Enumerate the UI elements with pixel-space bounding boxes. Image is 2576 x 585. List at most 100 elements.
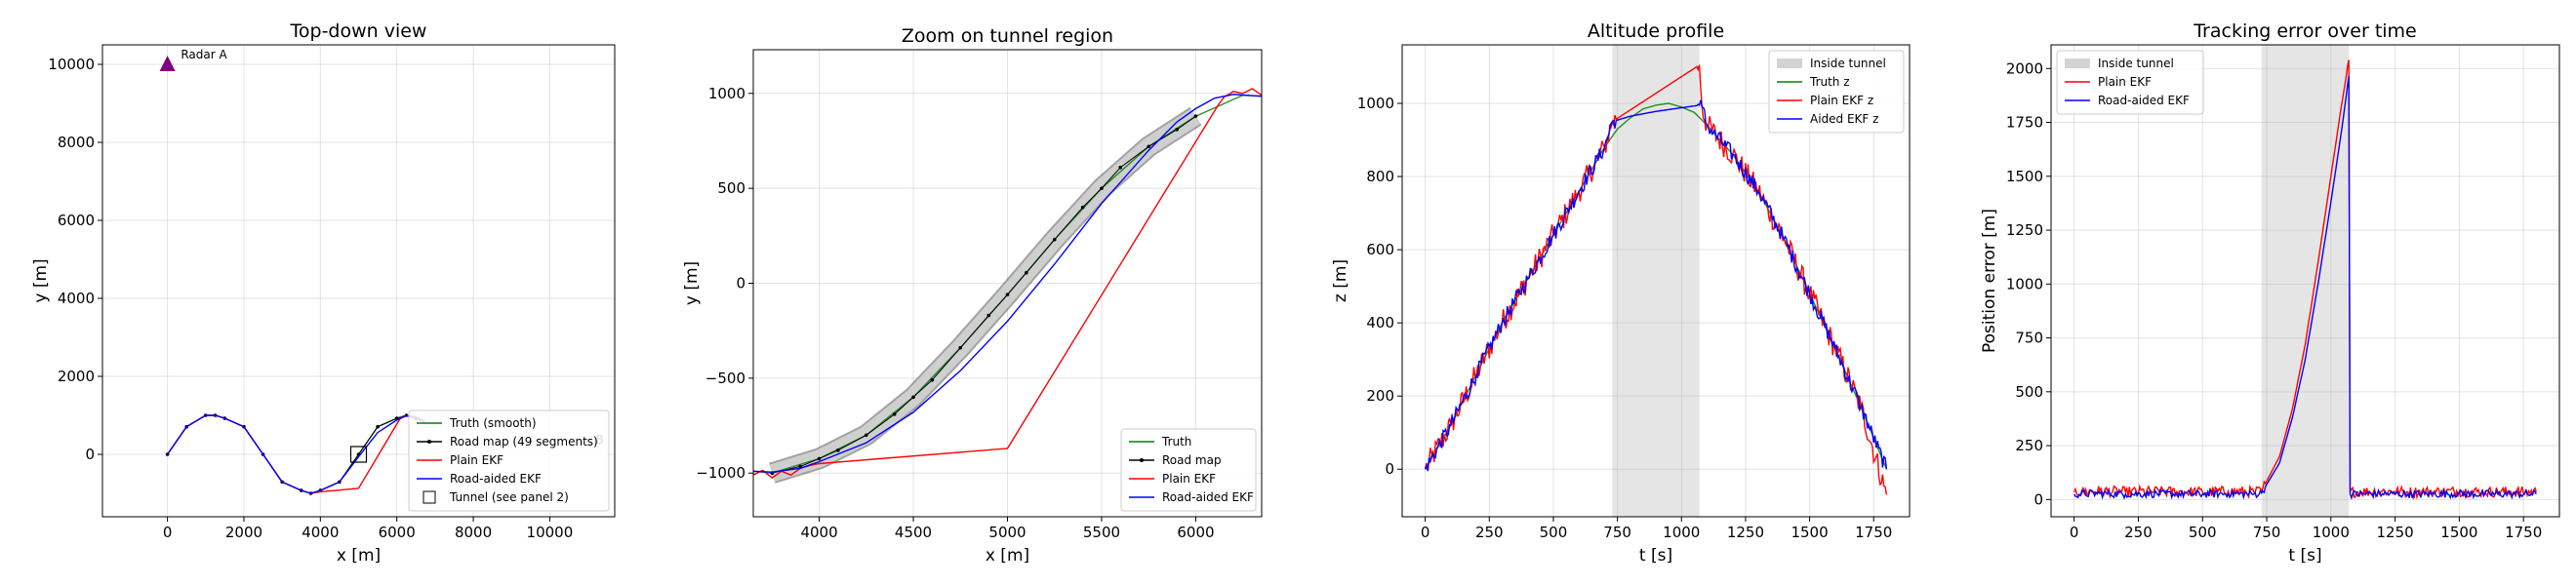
y-tick-label: −1000	[696, 464, 745, 482]
y-axis-label: y [m]	[682, 261, 702, 305]
series-line-plain	[2073, 59, 2537, 500]
x-tick-label: 1250	[2377, 524, 2414, 541]
legend-item: Truth (smooth)	[417, 416, 537, 430]
legend-item: Inside tunnel	[2065, 57, 2174, 70]
y-axis-label: z [m]	[1331, 259, 1350, 302]
y-tick-label: 0	[736, 275, 745, 292]
road-map-point	[1080, 205, 1085, 210]
chart-panel-3: 0 250 500 750 1000 1250 1500 1750 0 200 400 600 800 1…	[1331, 20, 1911, 566]
legend-swatch-dot	[1140, 458, 1144, 462]
legend-swatch	[2065, 58, 2090, 68]
legend-item: Road-aided EKF	[1129, 490, 1254, 504]
y-tick-label: 0	[85, 446, 95, 463]
legend-item: Road-aided EKF	[2065, 94, 2190, 107]
y-tick-label: 2000	[2006, 59, 2043, 77]
legend-label: Road map (49 segments)	[450, 435, 598, 448]
road-map-point	[1118, 165, 1123, 170]
legend-label: Plain EKF	[2098, 75, 2152, 89]
grid	[102, 45, 615, 517]
road-map-point	[986, 313, 991, 318]
y-tick-label: 2000	[58, 368, 95, 385]
x-axis-label: t [s]	[2288, 546, 2321, 566]
grid	[2051, 45, 2559, 517]
axes-frame	[101, 44, 616, 518]
series-line-plain	[753, 88, 1262, 479]
x-tick-label: 0	[1421, 524, 1430, 541]
road-map-point	[1193, 114, 1198, 118]
road-map-point	[911, 395, 915, 400]
legend-swatch	[1777, 58, 1802, 68]
chart-title: Top-down view	[290, 20, 427, 42]
plot-content	[2073, 59, 2537, 500]
legend-item: Plain EKF z	[1777, 94, 1873, 107]
legend-box	[408, 410, 610, 512]
x-tick-label: 250	[1475, 524, 1504, 541]
x-axis-label: x [m]	[337, 546, 381, 566]
legend-item: Tunnel (see panel 2)	[423, 490, 569, 504]
y-tick-label: 0	[1385, 460, 1394, 478]
legend-item: Truth	[1129, 435, 1191, 448]
y-axis-label: Position error [m]	[1980, 209, 1999, 353]
y-tick-label: 1000	[2006, 275, 2043, 292]
x-tick-label: 1500	[1791, 524, 1828, 541]
legend-item: Road map (49 segments)	[417, 435, 598, 448]
road-map-point	[376, 424, 380, 429]
legend: Truth Road map Plain EKF Road-aided EKF	[1120, 428, 1257, 512]
legend-item: Inside tunnel	[1777, 57, 1886, 70]
legend-label: Truth (smooth)	[449, 416, 537, 430]
x-axis-label: t [s]	[1639, 546, 1672, 566]
series-line-aided	[753, 94, 1262, 473]
legend-label: Road map	[1162, 453, 1222, 467]
chart-panel-4: 0 250 500 750 1000 1250 1500 1750 0 250 500 750 1000…	[1980, 20, 2560, 566]
series-line-aided	[1424, 99, 1888, 472]
y-tick-label: 250	[2015, 437, 2043, 454]
y-tick-label: 200	[1366, 387, 1394, 405]
legend-label: Truth z	[1809, 75, 1850, 89]
legend-item: Truth z	[1777, 75, 1850, 89]
x-axis-label: x [m]	[986, 546, 1029, 566]
y-tick-label: 1000	[708, 85, 745, 102]
road-map-point	[1147, 144, 1151, 149]
legend-label: Plain EKF	[1162, 472, 1216, 486]
x-tick-label: 1750	[2505, 524, 2542, 541]
x-tick-label: 0	[163, 524, 173, 541]
x-tick-label: 8000	[455, 524, 492, 541]
y-tick-label: 1000	[1357, 95, 1394, 112]
x-tick-label: 1000	[2313, 524, 2350, 541]
y-tick-label: 1500	[2006, 168, 2043, 185]
series-line-aided	[2073, 75, 2537, 500]
legend-label: Plain EKF z	[1810, 94, 1873, 107]
x-tick-label: 4500	[895, 524, 932, 541]
y-tick-label: 400	[1366, 314, 1394, 332]
legend-label: Inside tunnel	[2098, 57, 2174, 70]
x-tick-label: 1250	[1727, 524, 1764, 541]
annotation-0: Radar A	[181, 48, 227, 61]
road-map-point	[836, 448, 840, 452]
tunnel-shaded-region	[1612, 45, 1700, 517]
legend-item: Road-aided EKF	[417, 472, 542, 486]
x-tick-label: 1750	[1855, 524, 1892, 541]
y-tick-label: −500	[705, 370, 745, 387]
legend-label: Road-aided EKF	[450, 472, 542, 486]
y-tick-label: 500	[2015, 383, 2043, 401]
legend-label: Aided EKF z	[1810, 112, 1878, 126]
y-tick-label: 8000	[58, 134, 95, 151]
y-tick-label: 10000	[48, 56, 95, 73]
x-tick-label: 6000	[379, 524, 416, 541]
legend-swatch	[423, 490, 436, 504]
legend-item: Road map	[1129, 453, 1222, 467]
tunnel-marker	[349, 446, 368, 463]
road-map-point	[1052, 237, 1057, 242]
x-tick-label: 750	[1603, 524, 1631, 541]
road-map-point	[1005, 292, 1010, 296]
chart-title: Tracking error over time	[2193, 20, 2417, 42]
chart-title: Zoom on tunnel region	[902, 25, 1113, 47]
legend-item: Plain EKF	[2065, 75, 2152, 89]
legend-box	[1120, 428, 1257, 512]
legend-box	[2056, 50, 2204, 115]
y-axis-label: y [m]	[31, 258, 51, 302]
x-tick-label: 250	[2124, 524, 2153, 541]
legend-label: Inside tunnel	[1810, 57, 1886, 70]
x-tick-label: 6000	[1177, 524, 1214, 541]
